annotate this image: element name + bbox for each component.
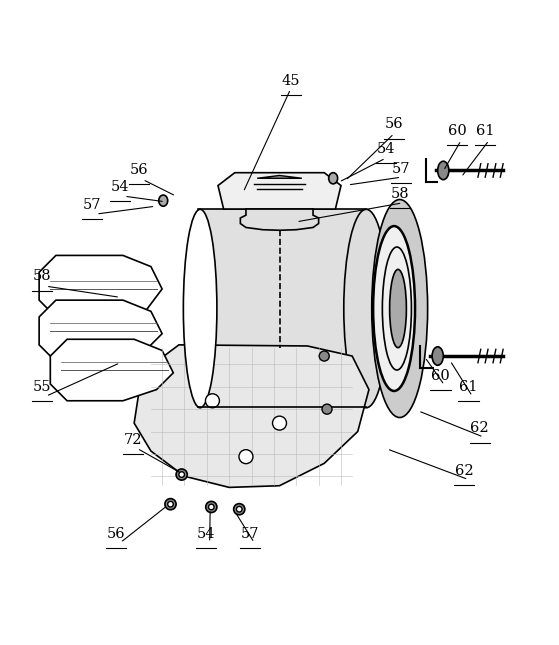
Ellipse shape [329,173,338,184]
Text: 62: 62 [470,421,489,435]
Polygon shape [50,339,173,401]
Text: 57: 57 [241,526,260,541]
Polygon shape [218,173,341,209]
Ellipse shape [319,351,329,361]
Text: 56: 56 [107,526,126,541]
Ellipse shape [168,501,173,507]
Text: 58: 58 [32,270,51,283]
Text: 61: 61 [476,124,495,138]
Ellipse shape [209,504,214,510]
Text: 60: 60 [448,124,467,138]
Text: 61: 61 [459,380,478,394]
Ellipse shape [372,199,428,417]
Text: 54: 54 [111,180,130,194]
Polygon shape [257,175,302,178]
Polygon shape [39,255,162,322]
Text: 58: 58 [390,186,409,201]
Text: 45: 45 [281,74,300,88]
Text: 54: 54 [196,526,215,541]
Ellipse shape [234,504,245,515]
Ellipse shape [390,270,406,348]
Text: 55: 55 [32,380,51,394]
Ellipse shape [179,471,184,477]
Ellipse shape [239,450,253,464]
Text: 56: 56 [385,117,404,132]
Ellipse shape [273,416,287,430]
Ellipse shape [438,161,449,180]
Text: 56: 56 [129,163,148,177]
Ellipse shape [236,506,242,512]
Text: 57: 57 [392,162,411,176]
Ellipse shape [159,195,168,206]
Ellipse shape [322,404,332,414]
Ellipse shape [176,469,187,480]
Ellipse shape [373,226,415,391]
Text: 54: 54 [376,142,395,156]
Text: 62: 62 [454,464,473,478]
Polygon shape [39,300,162,362]
Text: 72: 72 [124,433,143,446]
Text: 60: 60 [431,369,450,383]
Bar [198,209,366,408]
Polygon shape [240,209,319,230]
Ellipse shape [183,209,217,408]
Ellipse shape [165,499,176,510]
Ellipse shape [206,393,220,408]
Ellipse shape [344,209,389,408]
Ellipse shape [206,501,217,513]
Text: 57: 57 [83,198,102,212]
Ellipse shape [432,347,443,365]
Polygon shape [134,345,369,488]
